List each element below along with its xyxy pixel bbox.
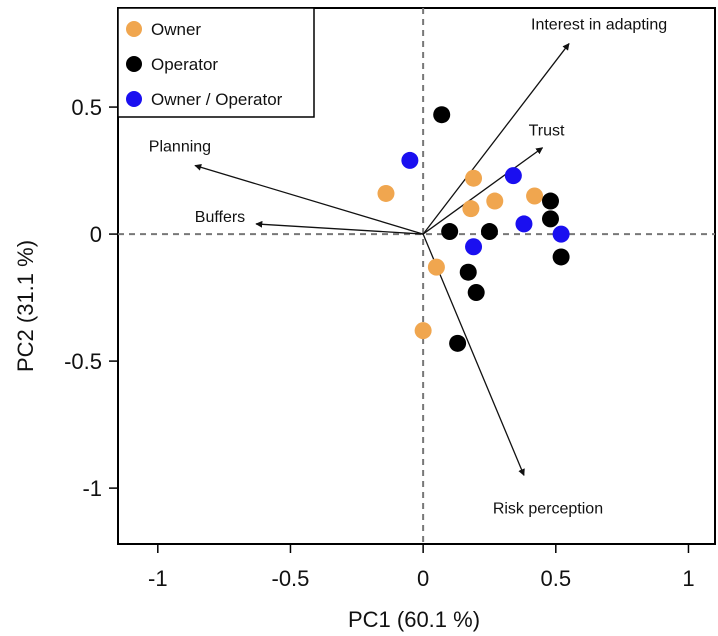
vector-arrow	[422, 147, 544, 235]
x-axis: -1 -0.5 0 0.5 1	[148, 544, 695, 591]
legend-label: Owner	[151, 20, 201, 39]
vector-arrow	[422, 43, 570, 235]
data-point	[480, 223, 498, 241]
data-point	[526, 187, 544, 205]
data-point	[541, 210, 559, 228]
data-point	[377, 184, 395, 202]
data-point	[401, 151, 419, 169]
data-point	[541, 192, 559, 210]
y-axis-title: PC2 (31.1 %)	[13, 240, 38, 372]
data-point	[552, 248, 570, 266]
y-tick-label: 0	[90, 222, 102, 247]
data-point	[486, 192, 504, 210]
data-point	[467, 284, 485, 302]
data-point	[433, 106, 451, 124]
legend-box	[117, 7, 315, 118]
legend-marker	[126, 21, 142, 37]
data-point	[465, 169, 483, 187]
legend-marker	[126, 91, 142, 107]
data-point	[414, 322, 432, 340]
x-axis-title: PC1 (60.1 %)	[348, 607, 480, 632]
legend-label: Operator	[151, 55, 218, 74]
loading-vectors: Interest in adapting Trust Planning Buffers…	[149, 17, 667, 518]
data-point	[465, 238, 483, 256]
x-tick-label: 1	[682, 566, 694, 591]
legend: Owner Operator Owner / Operator	[117, 7, 315, 118]
y-tick-label: -0.5	[64, 349, 102, 374]
data-point	[441, 223, 459, 241]
legend-marker	[126, 56, 142, 72]
vector-label: Trust	[529, 123, 565, 140]
data-point	[449, 334, 467, 352]
data-point	[427, 258, 445, 276]
y-tick-label: -1	[82, 476, 102, 501]
y-tick-label: 0.5	[71, 95, 102, 120]
vector-label: Interest in adapting	[531, 17, 667, 34]
vector-arrow	[194, 163, 424, 235]
x-tick-label: -0.5	[272, 566, 310, 591]
data-point	[459, 263, 477, 281]
vector-label: Buffers	[195, 209, 245, 226]
data-point	[462, 200, 480, 218]
data-point	[515, 215, 533, 233]
data-points	[377, 106, 570, 352]
x-tick-label: 0	[417, 566, 429, 591]
data-point	[504, 167, 522, 185]
x-tick-label: -1	[148, 566, 168, 591]
vector-arrow	[255, 220, 424, 235]
y-axis: -1 -0.5 0 0.5	[64, 95, 118, 501]
data-point	[552, 225, 570, 243]
x-tick-label: 0.5	[541, 566, 572, 591]
vector-label: Planning	[149, 138, 211, 155]
legend-label: Owner / Operator	[151, 90, 283, 109]
vector-label: Risk perception	[493, 500, 603, 517]
